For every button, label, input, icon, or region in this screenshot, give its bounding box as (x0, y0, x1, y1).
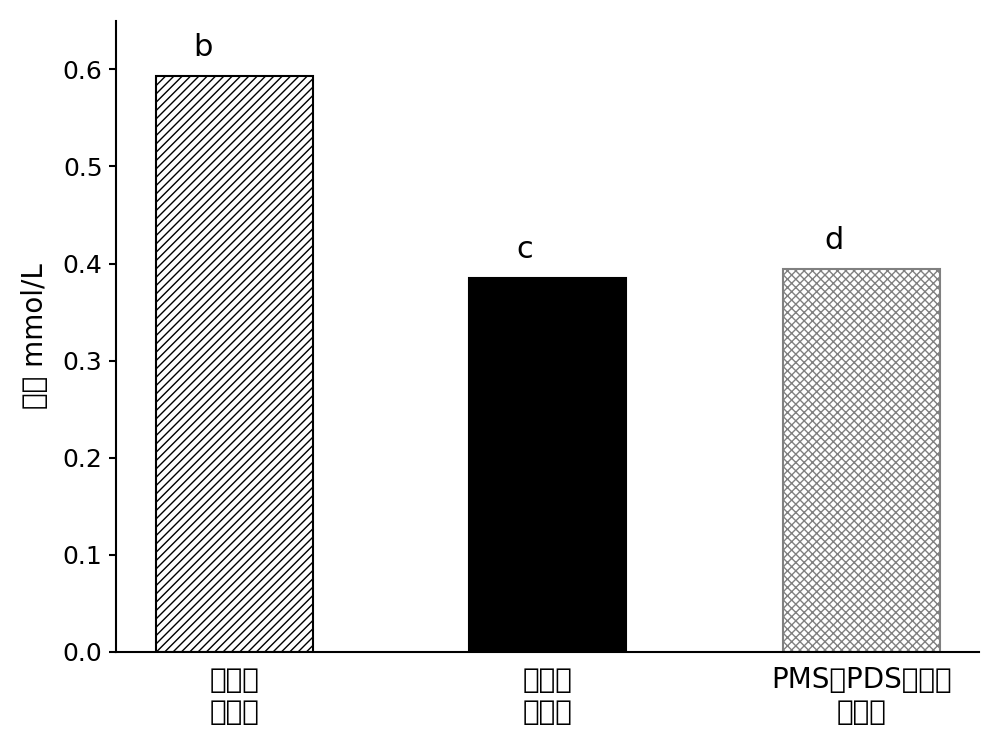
Text: c: c (516, 235, 533, 264)
Text: d: d (824, 226, 843, 255)
Bar (156, 76, 313, 652)
Bar (469, 278, 626, 652)
Bar (783, 270, 940, 652)
Y-axis label: 浓度 mmol/L: 浓度 mmol/L (21, 264, 49, 409)
Text: b: b (193, 33, 213, 61)
